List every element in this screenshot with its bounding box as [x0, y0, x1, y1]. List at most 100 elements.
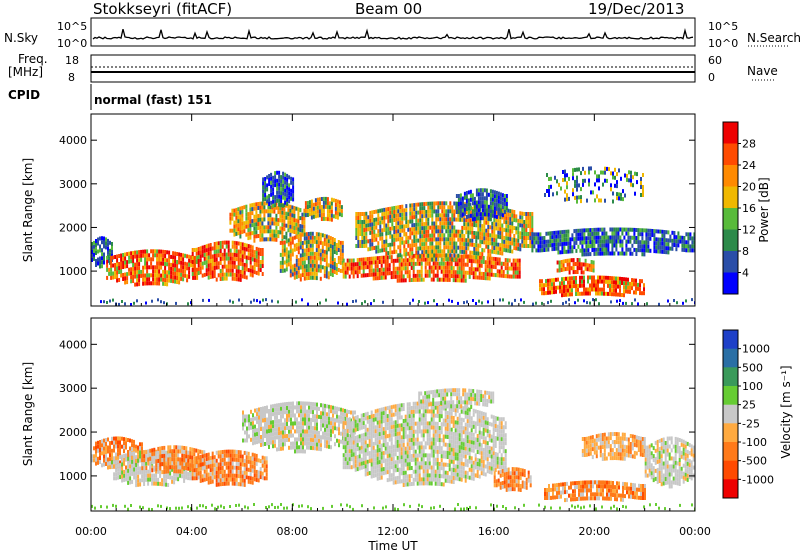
xtick-label: 20:00	[578, 525, 610, 538]
nave-label: Nave	[747, 64, 778, 78]
xtick-label: 00:00	[679, 525, 711, 538]
nsky-panel-frame	[90, 17, 696, 47]
velocity-colorbar-tick: 500	[742, 361, 763, 374]
power-echo-region	[539, 275, 645, 298]
xtick-label: 12:00	[377, 525, 409, 538]
velocity-colorbar-tick: -100	[742, 436, 767, 449]
velocity-echo-region	[493, 467, 532, 492]
cpid-value: normal (fast) 151	[94, 93, 212, 107]
power-echo-region	[556, 258, 595, 275]
nsearch-label: N.Search	[747, 31, 800, 45]
velocity-ylabel: Slant Range [km]	[21, 362, 35, 466]
velocity-ytick-label: 3000	[59, 382, 87, 395]
power-echo-region	[304, 196, 343, 222]
velocity-colorbar-tick: 1000	[742, 343, 770, 356]
power-colorbar-tick: 12	[742, 224, 756, 237]
power-echo-region	[106, 249, 199, 287]
xtick-label: 16:00	[478, 525, 510, 538]
power-colorbar-label: Power [dB]	[757, 177, 771, 242]
velocity-echo-region	[581, 432, 646, 461]
power-colorbar-swatch	[723, 186, 738, 209]
velocity-colorbar-swatch	[723, 460, 738, 480]
power-ytick-label: 1000	[59, 265, 87, 278]
freq-panel-frame	[90, 54, 696, 83]
freq-tick-bottom: 8	[68, 71, 75, 84]
power-echo-region	[191, 240, 264, 282]
freq-tick-top: 18	[65, 54, 79, 67]
xtick-label: 08:00	[276, 525, 308, 538]
power-colorbar-tick: 24	[742, 159, 756, 172]
power-echo-region	[544, 166, 644, 204]
freq-label: Freq.	[18, 52, 48, 66]
velocity-colorbar-tick: 25	[742, 399, 756, 412]
nave-tick-top: 60	[708, 54, 722, 67]
cpid-label: CPID	[8, 88, 41, 102]
velocity-colorbar-frame	[722, 329, 739, 499]
velocity-echo-region	[544, 480, 646, 503]
power-colorbar-swatch	[723, 272, 738, 295]
power-echo-region	[342, 253, 521, 283]
power-echo-layer	[91, 166, 695, 306]
velocity-colorbar-tick: -500	[742, 455, 767, 468]
beam-label: Beam 00	[355, 0, 423, 18]
velocity-echo-layer	[91, 388, 695, 511]
velocity-echo-region	[644, 436, 695, 489]
power-colorbar-swatch	[723, 229, 738, 252]
power-colorbar-swatch	[723, 251, 738, 273]
power-colorbar-tick: 28	[742, 138, 756, 151]
velocity-echo-region	[91, 436, 143, 470]
power-ytick-label: 4000	[59, 134, 87, 147]
velocity-colorbar-swatch	[723, 423, 738, 443]
velocity-colorbar-swatch	[723, 404, 738, 424]
power-ylabel: Slant Range [km]	[21, 158, 35, 262]
xaxis-label: Time UT	[367, 539, 418, 553]
power-echo-region	[531, 227, 695, 257]
power-colorbar-swatch	[723, 143, 738, 166]
xtick-label: 00:00	[75, 525, 107, 538]
nsky-label: N.Sky	[4, 31, 39, 45]
power-echo-region	[355, 201, 534, 262]
power-ground-scatter	[100, 298, 695, 306]
velocity-ground-scatter	[91, 503, 695, 511]
velocity-echo-region	[242, 401, 356, 454]
nsearch-tick-bottom: 10^0	[708, 37, 739, 50]
velocity-ytick-label: 4000	[59, 338, 87, 351]
velocity-colorbar-swatch	[723, 348, 738, 368]
power-colorbar-swatch	[723, 122, 738, 144]
power-colorbar-tick: 8	[742, 245, 749, 258]
velocity-echo-region	[191, 449, 268, 487]
power-colorbar-swatch	[723, 165, 738, 187]
velocity-colorbar-swatch	[723, 442, 738, 462]
freq-unit-label: [MHz]	[8, 65, 44, 79]
nsearch-tick-top: 10^5	[708, 20, 739, 33]
velocity-colorbar-swatch	[723, 330, 738, 350]
velocity-colorbar-tick: -25	[742, 417, 760, 430]
velocity-ytick-label: 1000	[59, 470, 87, 483]
velocity-colorbar-tick: 100	[742, 380, 763, 393]
power-ytick-label: 2000	[59, 221, 87, 234]
nave-tick-bottom: 0	[708, 71, 715, 84]
velocity-ytick-label: 2000	[59, 426, 87, 439]
velocity-echo-region	[418, 388, 495, 409]
velocity-colorbar-swatch	[723, 479, 738, 499]
nsky-tick-top: 10^5	[57, 20, 88, 33]
xtick-label: 04:00	[176, 525, 208, 538]
power-colorbar-swatch	[723, 208, 738, 230]
station-title: Stokkseyri (fitACF)	[93, 0, 233, 18]
velocity-colorbar-swatch	[723, 367, 738, 387]
velocity-colorbar-swatch	[723, 386, 738, 406]
power-colorbar-tick: 20	[742, 181, 756, 194]
power-echo-region	[279, 231, 344, 282]
velocity-echo-region	[342, 401, 507, 487]
velocity-colorbar-tick: -1000	[742, 473, 774, 486]
power-echo-region	[455, 188, 508, 222]
power-echo-region	[262, 170, 295, 208]
power-echo-region	[229, 201, 306, 243]
date-label: 19/Dec/2013	[588, 0, 685, 18]
power-echo-region	[91, 236, 113, 269]
nsky-series-line	[92, 28, 694, 40]
power-colorbar-tick: 4	[742, 267, 749, 280]
power-ytick-label: 3000	[59, 178, 87, 191]
power-colorbar-tick: 16	[742, 202, 756, 215]
